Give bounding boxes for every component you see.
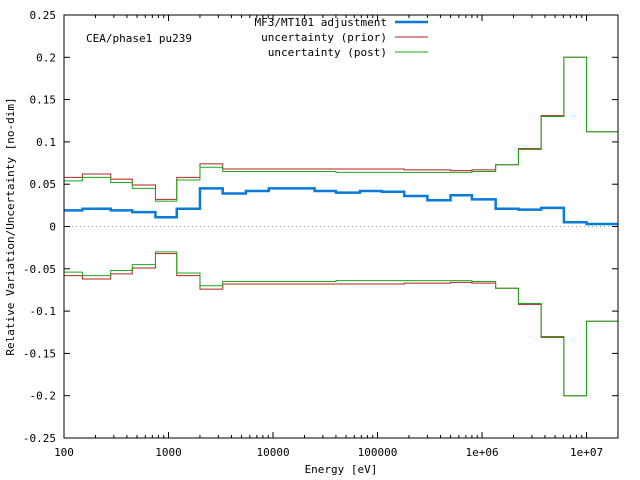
x-tick-label: 10000 [256,446,289,459]
legend-label-adjustment: MF3/MT101 adjustment [255,16,387,29]
x-axis-title: Energy [eV] [305,463,378,476]
y-tick-label: 0.15 [30,94,57,107]
series-uncertainty-prior-upper [64,56,618,200]
legend-label-prior: uncertainty (prior) [261,31,387,44]
series-group [64,56,618,397]
x-tick-label: 1e+07 [570,446,603,459]
y-tick-label: -0.1 [30,305,57,318]
series-uncertainty-post-lower [64,251,618,397]
y-tick-label: 0.25 [30,9,57,22]
y-tick-label: -0.2 [30,390,57,403]
tick-labels-group: -0.25 -0.2 -0.15 -0.1 -0.05 0 0.05 0.1 0.15 0.2 0.… [23,9,603,459]
y-tick-label: 0 [49,221,56,234]
legend-label-post: uncertainty (post) [268,46,387,59]
x-tick-label: 1000 [155,446,182,459]
ticks-group [63,14,619,439]
y-tick-label: 0.05 [30,178,57,191]
series-uncertainty-post-upper [64,56,618,202]
series-uncertainty-prior-lower [64,253,618,397]
series-mf3-mt101-adjustment [64,187,618,226]
y-tick-label: -0.15 [23,347,56,360]
x-tick-label: 100000 [358,446,398,459]
y-axis-title: Relative Variation/Uncertainty [no-dim] [4,97,17,355]
legend: MF3/MT101 adjustment uncertainty (prior)… [255,16,428,59]
y-tick-label: -0.25 [23,432,56,445]
x-tick-label: 1e+06 [465,446,498,459]
y-tick-label: 0.1 [36,136,56,149]
y-tick-label: 0.2 [36,51,56,64]
chart-annotation: CEA/phase1 pu239 [86,32,192,45]
y-tick-label: -0.05 [23,263,56,276]
x-tick-label: 100 [54,446,74,459]
